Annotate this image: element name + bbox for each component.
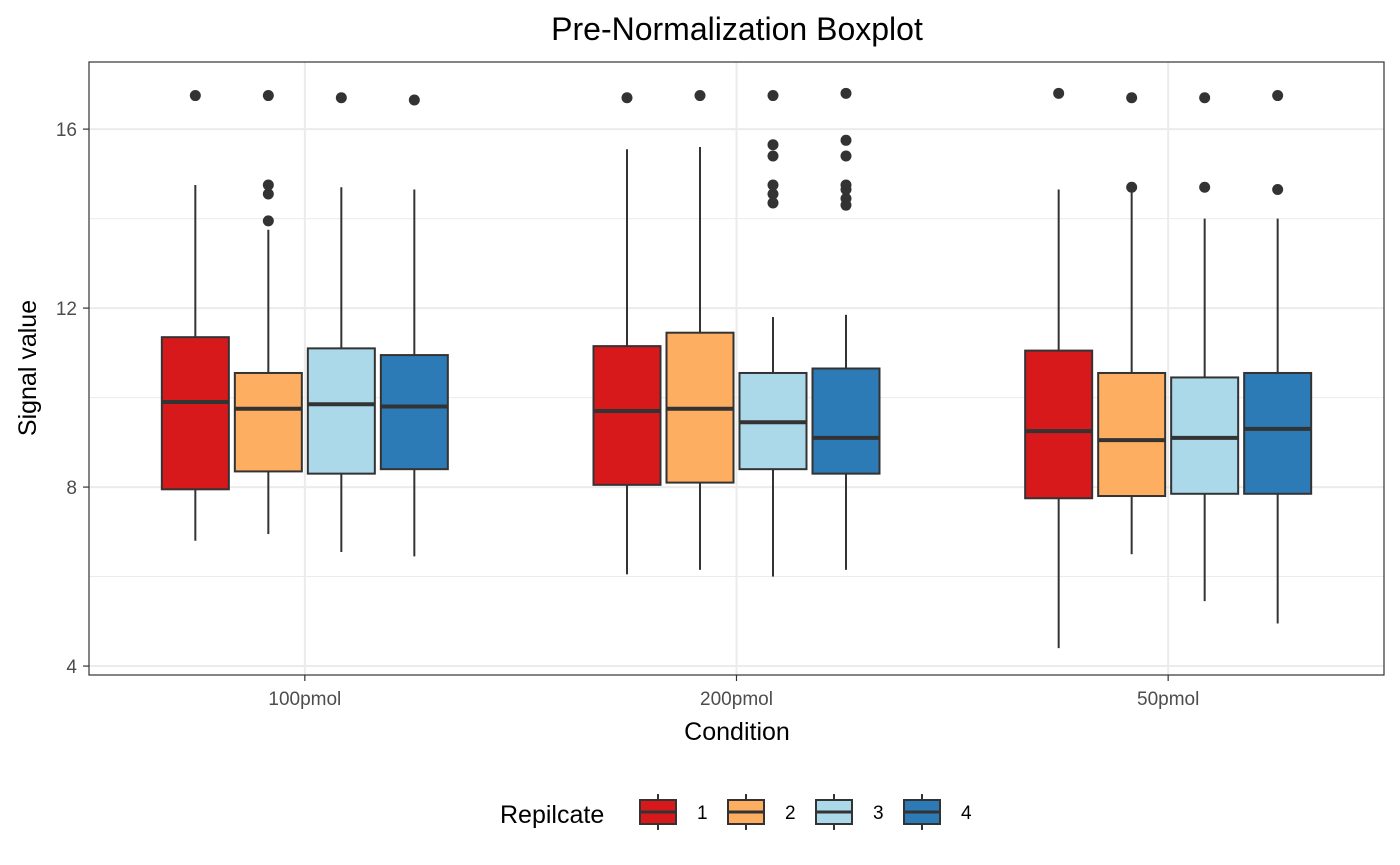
legend-item-3: 3 xyxy=(815,794,884,830)
x-tick-label: 200pmol xyxy=(700,689,773,710)
x-axis-title: Condition xyxy=(684,718,790,746)
legend-label: 3 xyxy=(873,803,884,824)
outlier-point xyxy=(1126,181,1138,193)
outlier-point xyxy=(262,90,274,102)
box-50pmol-replicate-2 xyxy=(1097,92,1167,555)
box-iqr xyxy=(592,345,662,486)
boxes xyxy=(160,87,1313,649)
box-200pmol-replicate-3 xyxy=(738,90,808,577)
box-iqr xyxy=(1243,371,1313,495)
outlier-point xyxy=(1199,181,1211,193)
outlier-point xyxy=(335,92,347,104)
outlier-point xyxy=(262,179,274,191)
box-100pmol-replicate-4 xyxy=(379,94,449,557)
y-tick-label: 8 xyxy=(66,478,77,499)
box-iqr xyxy=(1097,371,1167,498)
outlier-point xyxy=(408,94,420,106)
outlier-point xyxy=(767,90,779,102)
box-iqr xyxy=(379,354,449,471)
box-200pmol-replicate-2 xyxy=(665,90,735,570)
outlier-point xyxy=(694,90,706,102)
outlier-point xyxy=(840,134,852,146)
outlier-point xyxy=(1053,87,1065,99)
legend-item-1: 1 xyxy=(639,794,708,830)
x-axis: 100pmol 200pmol 50pmol xyxy=(268,675,1199,710)
y-tick-label: 12 xyxy=(56,299,77,320)
box-50pmol-replicate-1 xyxy=(1024,87,1094,649)
box-200pmol-replicate-4 xyxy=(811,87,881,570)
outlier-point xyxy=(840,192,852,204)
outlier-point xyxy=(767,139,779,151)
legend-label: 2 xyxy=(785,803,796,824)
box-50pmol-replicate-3 xyxy=(1170,92,1240,602)
outlier-point xyxy=(840,87,852,99)
outlier-point xyxy=(1126,92,1138,104)
legend-title: Repilcate xyxy=(500,801,604,829)
x-tick-label: 100pmol xyxy=(268,689,341,710)
outlier-point xyxy=(840,150,852,162)
legend-item-2: 2 xyxy=(727,794,796,830)
box-100pmol-replicate-2 xyxy=(233,90,303,535)
outlier-point xyxy=(189,90,201,102)
outlier-point xyxy=(621,92,633,104)
outlier-point xyxy=(767,179,779,191)
legend: Repilcate 1 2 3 4 xyxy=(500,794,972,830)
box-100pmol-replicate-3 xyxy=(306,92,376,552)
legend-label: 4 xyxy=(961,803,972,824)
outlier-point xyxy=(1272,184,1284,196)
y-axis: 4 8 12 16 xyxy=(56,120,89,678)
grid-lines xyxy=(89,62,1384,675)
box-200pmol-replicate-1 xyxy=(592,92,662,575)
box-iqr xyxy=(160,336,230,491)
outlier-point xyxy=(767,150,779,162)
outlier-point xyxy=(1272,90,1284,102)
box-100pmol-replicate-1 xyxy=(160,90,230,541)
outlier-point xyxy=(1199,92,1211,104)
chart-title: Pre-Normalization Boxplot xyxy=(551,11,923,47)
x-tick-label: 50pmol xyxy=(1137,689,1199,710)
box-iqr xyxy=(233,371,303,473)
y-tick-label: 4 xyxy=(66,657,77,678)
legend-label: 1 xyxy=(697,803,708,824)
box-iqr xyxy=(1024,349,1094,500)
box-iqr xyxy=(1170,376,1240,495)
legend-item-4: 4 xyxy=(903,794,972,830)
outlier-point xyxy=(767,197,779,209)
outlier-point xyxy=(262,188,274,200)
outlier-point xyxy=(840,179,852,191)
outlier-point xyxy=(767,188,779,200)
outlier-point xyxy=(262,215,274,227)
box-iqr xyxy=(811,367,881,475)
box-iqr xyxy=(306,347,376,475)
y-tick-label: 16 xyxy=(56,120,77,141)
y-axis-title: Signal value xyxy=(14,300,42,436)
box-50pmol-replicate-4 xyxy=(1243,90,1313,624)
